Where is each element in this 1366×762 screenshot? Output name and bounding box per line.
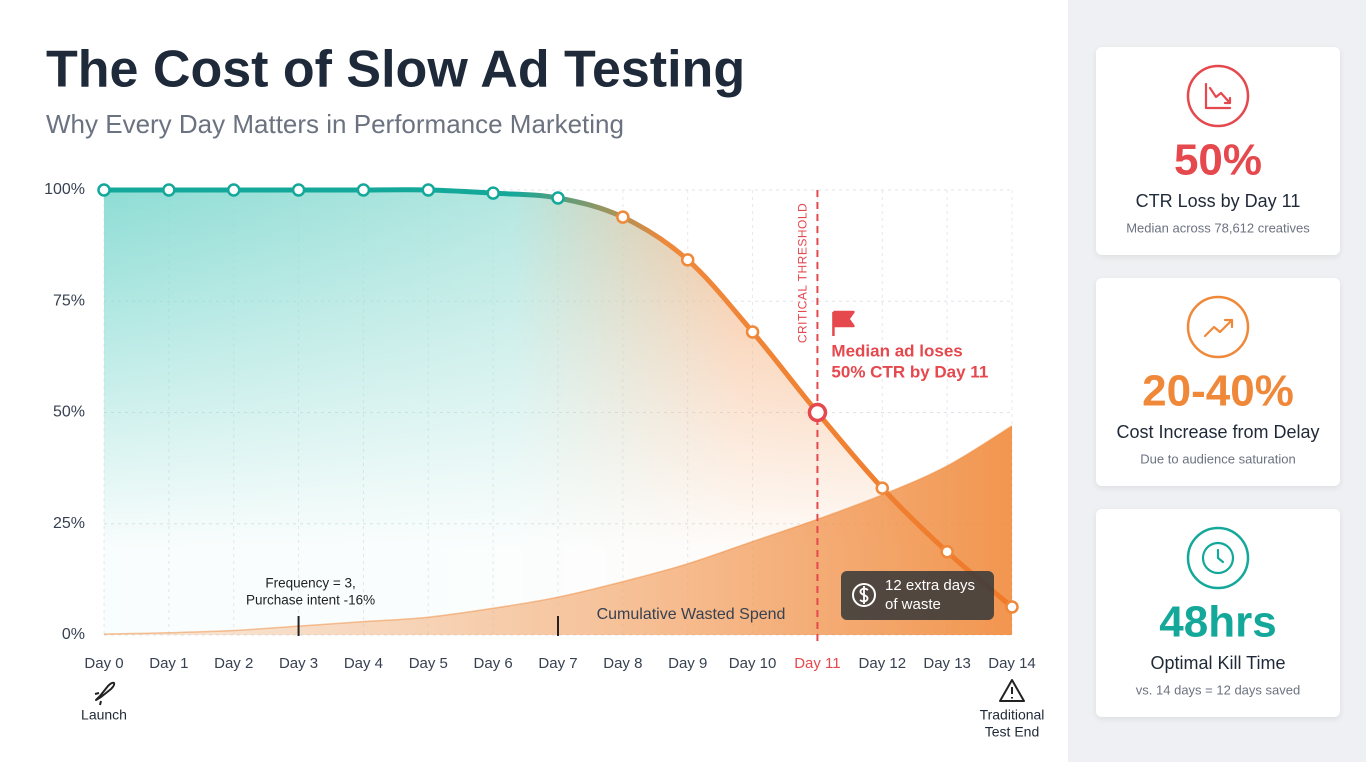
- card-label: CTR Loss by Day 11: [1136, 191, 1301, 211]
- ctr-point: [226, 183, 241, 197]
- x-tick-label: Day 3: [279, 655, 318, 672]
- dollar-icon: [852, 583, 876, 607]
- x-tick-label: Day 2: [214, 655, 253, 672]
- callout-text: 12 extra days: [885, 577, 975, 594]
- y-tick-label: 25%: [53, 515, 85, 532]
- area-label: Cumulative Wasted Spend: [597, 606, 786, 623]
- ctr-point: [745, 325, 760, 339]
- card-icon-ring: [1186, 526, 1250, 590]
- card-icon: [1204, 82, 1232, 110]
- ctr-area: [104, 189, 1012, 635]
- x-tick-label: Day 12: [859, 655, 907, 672]
- card: [1096, 47, 1340, 255]
- x-tick-label: Day 7: [538, 655, 577, 672]
- chart-subtitle: Why Every Day Matters in Performance Mar…: [46, 109, 624, 139]
- threshold-label: CRITICAL THRESHOLD: [796, 203, 810, 343]
- end-label: Traditional: [980, 707, 1045, 723]
- card-icon: [1201, 541, 1235, 575]
- x-tick-label: Day 8: [603, 655, 642, 672]
- callout-box: [841, 571, 994, 620]
- ctr-point: [680, 253, 695, 267]
- callout-text: of waste: [885, 596, 941, 613]
- ctr-point: [875, 481, 890, 495]
- ctr-point: [551, 191, 565, 205]
- waste-edge: [103, 425, 1013, 635]
- threshold-note: 50% CTR by Day 11: [831, 362, 988, 381]
- ctr-line: [101, 187, 1015, 610]
- ctr-point: [356, 183, 371, 197]
- start-label: Launch: [81, 707, 127, 723]
- end-label: Test End: [985, 724, 1039, 740]
- card-value: 48hrs: [1159, 598, 1276, 647]
- x-tick-label: Day 1: [149, 655, 188, 672]
- ctr-point: [616, 210, 630, 224]
- ctr-point: [421, 183, 436, 197]
- threshold-note: Median ad loses: [831, 341, 962, 360]
- card-value: 50%: [1174, 136, 1262, 185]
- annotation: Frequency = 3,: [265, 576, 355, 591]
- x-tick-label: Day 9: [668, 655, 707, 672]
- rocket-icon: [94, 681, 116, 706]
- card-icon: [1203, 318, 1234, 338]
- y-tick-label: 50%: [53, 404, 85, 421]
- warning-icon: [999, 679, 1025, 702]
- card-icon-ring: [1186, 295, 1250, 359]
- ctr-point: [97, 183, 111, 197]
- ctr-point: [291, 183, 306, 197]
- chart-title: The Cost of Slow Ad Testing: [46, 41, 745, 99]
- card: [1096, 509, 1340, 717]
- x-tick-label: Day 14: [988, 655, 1036, 672]
- y-tick-label: 100%: [44, 181, 85, 198]
- ctr-point: [940, 545, 954, 559]
- card-note: Due to audience saturation: [1140, 451, 1295, 466]
- card: [1096, 278, 1340, 486]
- ctr-point: [807, 402, 828, 423]
- card-value: 20-40%: [1142, 367, 1294, 416]
- y-tick-label: 75%: [53, 292, 85, 309]
- y-tick-label: 0%: [62, 626, 85, 643]
- ctr-point: [486, 186, 500, 200]
- x-tick-label: Day 10: [729, 655, 777, 672]
- dollar-glyph: [859, 586, 869, 604]
- x-tick-label: Day 0: [84, 655, 123, 672]
- x-tick-label: Day 5: [409, 655, 448, 672]
- x-tick-label: Day 4: [344, 655, 383, 672]
- annotation: Purchase intent -16%: [246, 593, 375, 608]
- x-tick-label: Day 11: [794, 655, 840, 672]
- ctr-point: [1005, 600, 1019, 614]
- waste-area: [104, 425, 1012, 635]
- flag-icon: [832, 310, 855, 336]
- x-tick-label: Day 13: [923, 655, 971, 672]
- card-icon-ring: [1186, 64, 1250, 128]
- card-note: Median across 78,612 creatives: [1126, 220, 1310, 235]
- card-note: vs. 14 days = 12 days saved: [1136, 682, 1300, 697]
- card-label: Cost Increase from Delay: [1116, 422, 1319, 442]
- ctr-point: [162, 183, 176, 197]
- x-tick-label: Day 6: [474, 655, 513, 672]
- card-label: Optimal Kill Time: [1150, 653, 1285, 673]
